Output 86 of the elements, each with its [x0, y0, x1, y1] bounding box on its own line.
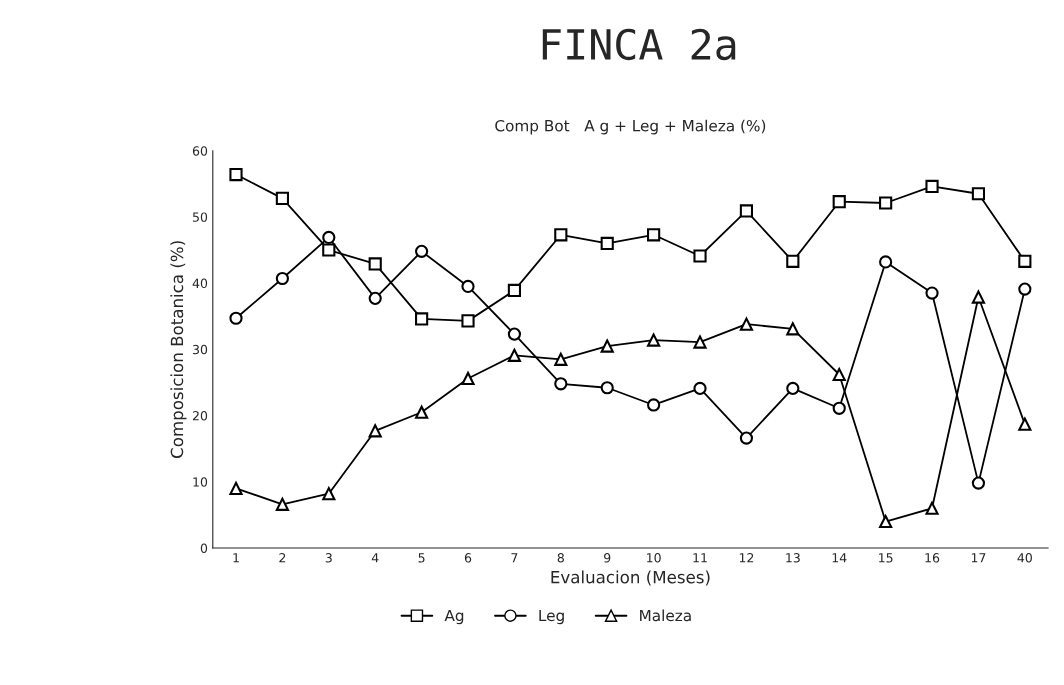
point	[739, 317, 754, 331]
point	[832, 401, 846, 415]
x-tick-label: 5	[418, 553, 425, 563]
point	[275, 191, 289, 205]
legend-label: Leg	[539, 609, 564, 625]
point	[322, 230, 336, 245]
point	[1018, 282, 1032, 296]
point	[415, 405, 429, 419]
point	[693, 335, 707, 349]
point	[600, 236, 614, 250]
chart-title: FINCA 2a	[542, 28, 736, 61]
legend-label: Maleza	[640, 609, 691, 622]
chart-subtitle: Comp Bot A g + Leg + Maleza (%)	[495, 119, 766, 135]
x-tick-label: 6	[464, 553, 472, 563]
x-tick-label: 40	[1017, 553, 1032, 563]
point	[507, 348, 522, 362]
x-axis-title: Evaluacion (Meses)	[551, 570, 710, 586]
point	[925, 179, 939, 194]
x-tick-label: 1	[233, 553, 239, 563]
y-tick-label: 20	[192, 411, 208, 421]
point	[647, 333, 661, 347]
x-tick-label: 17	[971, 553, 986, 563]
point	[229, 167, 243, 182]
legend-label: Ag	[444, 609, 464, 625]
y-tick-label: 0	[200, 543, 208, 553]
point	[693, 249, 707, 263]
point	[322, 487, 336, 501]
point	[600, 339, 614, 353]
x-tick-label: 7	[511, 553, 518, 563]
point	[879, 196, 893, 210]
y-tick-label: 30	[192, 344, 208, 355]
point	[879, 514, 893, 529]
point	[461, 371, 475, 386]
x-tick-label: 10	[647, 553, 661, 563]
point	[693, 381, 707, 396]
y-tick-label: 10	[193, 477, 208, 487]
point	[971, 187, 986, 201]
point	[368, 291, 382, 305]
y-tick-label: 40	[192, 278, 208, 289]
x-tick-label: 14	[832, 553, 847, 563]
x-tick-label: 9	[604, 553, 611, 563]
point	[739, 431, 754, 445]
point	[507, 327, 522, 341]
point	[554, 377, 568, 391]
point	[647, 398, 661, 412]
point	[461, 314, 475, 328]
x-tick-label: 8	[557, 553, 564, 563]
x-tick-label: 4	[371, 553, 379, 563]
point	[971, 476, 986, 490]
point	[1018, 254, 1032, 268]
point	[832, 195, 846, 209]
point	[415, 312, 429, 326]
point	[554, 352, 568, 366]
point	[786, 254, 800, 268]
point	[786, 322, 800, 336]
point	[647, 228, 661, 242]
point	[925, 501, 939, 515]
point	[832, 367, 846, 382]
point	[229, 481, 243, 495]
x-tick-label: 2	[279, 553, 286, 563]
point	[275, 497, 289, 511]
point	[739, 204, 754, 218]
y-tick-label: 60	[192, 146, 208, 156]
point	[368, 257, 382, 271]
point	[229, 311, 243, 325]
point	[971, 290, 986, 304]
x-tick-label: 11	[693, 553, 707, 563]
point	[322, 243, 336, 257]
point	[1018, 417, 1032, 431]
x-tick-label: 3	[325, 553, 332, 563]
point	[415, 244, 429, 258]
point	[461, 279, 475, 294]
y-axis-title: Composicion Botanica (%)	[170, 241, 187, 458]
point	[368, 424, 382, 438]
point	[554, 228, 568, 242]
point	[925, 286, 939, 300]
x-tick-label: 16	[925, 553, 940, 563]
x-tick-label: 15	[879, 553, 893, 563]
point	[879, 255, 893, 269]
point	[507, 283, 522, 298]
point	[275, 271, 289, 286]
point	[786, 381, 800, 396]
x-tick-label: 12	[739, 553, 754, 563]
y-tick-label: 50	[193, 212, 208, 222]
x-tick-label: 13	[786, 553, 800, 563]
point	[600, 381, 614, 395]
